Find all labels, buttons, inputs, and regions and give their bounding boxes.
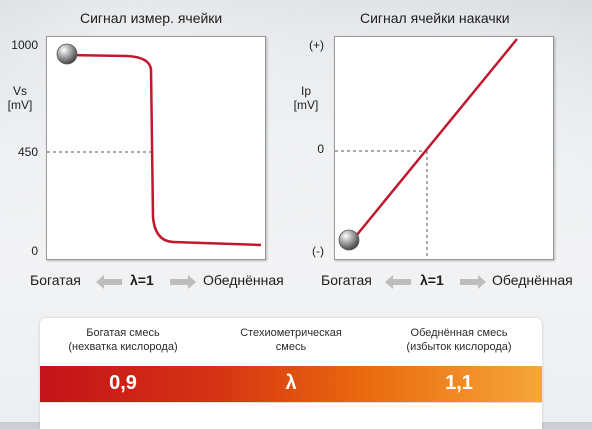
rich-mixture-caption: Богатая смесь (нехватка кислорода) — [43, 326, 203, 354]
right-arrow-left-icon — [385, 275, 411, 289]
rich-mixture-note: (нехватка кислорода) — [68, 341, 178, 353]
right-y-tick-minus: (-) — [312, 244, 324, 258]
right-state-marker — [338, 229, 360, 251]
right-arrow-right-icon — [460, 275, 486, 289]
stoich-mixture-note: смесь — [275, 341, 307, 353]
left-x-lean-label: Обеднённая — [203, 272, 284, 288]
lean-mixture-note: (избыток кислорода) — [406, 341, 512, 353]
left-arrow-right-icon — [170, 275, 196, 289]
rich-mixture-title: Богатая смесь — [86, 327, 160, 339]
right-y-tick-zero: 0 — [317, 142, 324, 156]
lambda-lean-value: 1,1 — [445, 372, 473, 394]
lambda-gradient-bar: 0,9 λ 1,1 — [40, 366, 542, 402]
left-signal-curve — [66, 53, 262, 247]
right-x-rich-label: Богатая — [321, 272, 372, 288]
right-y-tick-plus: (+) — [309, 38, 324, 52]
right-y-axis-title: Ip [mV] — [288, 84, 324, 112]
lambda-rich-value: 0,9 — [109, 372, 137, 394]
left-y-tick-450: 450 — [17, 145, 38, 159]
right-chart-panel — [334, 36, 554, 260]
left-x-rich-label: Богатая — [30, 272, 81, 288]
left-chart-plot — [47, 43, 262, 247]
left-y-axis-title-symbol: Vs — [12, 84, 27, 98]
lean-mixture-caption: Обеднённая смесь (избыток кислорода) — [379, 326, 539, 354]
right-y-axis-title-symbol: Ip — [300, 84, 311, 98]
left-arrow-left-icon — [96, 275, 122, 289]
mixture-legend-box: Богатая смесь (нехватка кислорода) Стехи… — [40, 318, 542, 429]
left-state-marker — [56, 43, 78, 65]
right-chart-title: Сигнал ячейки накачки — [360, 10, 510, 26]
left-y-tick-1000: 1000 — [11, 38, 38, 52]
left-y-tick-0: 0 — [31, 244, 38, 258]
right-pump-current-line — [346, 38, 518, 248]
right-y-axis-title-unit: [mV] — [293, 98, 319, 112]
right-chart-plot — [335, 38, 518, 259]
lambda-symbol: λ — [285, 372, 297, 394]
left-y-axis-title: Vs [mV] — [2, 84, 38, 112]
left-chart-panel — [46, 36, 266, 260]
legend-box-footer — [40, 402, 542, 429]
left-chart-title: Сигнал измер. ячейки — [80, 10, 223, 26]
stoich-mixture-caption: Стехиометрическая смесь — [211, 326, 371, 354]
left-x-lambda-label: λ=1 — [130, 272, 154, 288]
right-x-lambda-label: λ=1 — [420, 272, 444, 288]
stoich-mixture-title: Стехиометрическая — [240, 327, 342, 339]
right-x-lean-label: Обеднённая — [492, 272, 573, 288]
lean-mixture-title: Обеднённая смесь — [410, 327, 508, 339]
left-y-axis-title-unit: [mV] — [7, 98, 33, 112]
